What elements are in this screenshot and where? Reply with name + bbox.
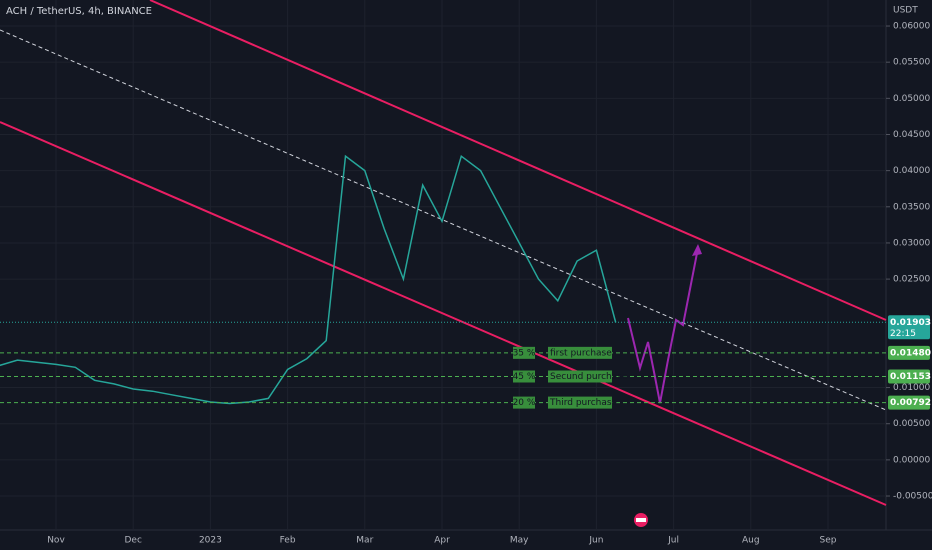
y-tick-label: 0.00500	[893, 419, 930, 429]
percent-box	[513, 370, 535, 383]
x-tick-label: Feb	[280, 536, 296, 546]
y-tick-label: 0.04500	[893, 130, 930, 140]
level-percent: 35 %	[513, 348, 536, 358]
last-price: 0.01903	[890, 318, 931, 328]
y-tick-label: 0.01000	[893, 383, 930, 393]
name-box	[548, 346, 612, 359]
channel-lower	[0, 121, 887, 506]
level-price-box	[888, 369, 930, 384]
level-price: 0.01153	[890, 372, 931, 382]
y-tick-label: 0.00000	[893, 455, 930, 465]
level-percent: 45 %	[513, 372, 536, 382]
x-tick-label: Jul	[667, 536, 679, 546]
x-tick-label: Jun	[588, 536, 603, 546]
axis-unit: USDT	[893, 6, 918, 16]
name-box	[548, 396, 612, 409]
projection-arrow	[692, 244, 702, 256]
level-price: 0.00792	[890, 398, 931, 408]
name-box	[548, 370, 612, 383]
channel-upper	[149, 0, 887, 321]
x-tick-label: May	[510, 536, 529, 546]
y-tick-label: 0.03000	[893, 238, 930, 248]
y-tick-label: 0.04000	[893, 166, 930, 176]
level-name: Third purchase	[549, 398, 618, 408]
x-tick-label: Apr	[434, 536, 450, 546]
x-tick-label: Aug	[742, 536, 760, 546]
level-price: 0.01480	[890, 348, 931, 358]
price-line	[0, 154, 617, 405]
y-tick-label: 0.02500	[893, 275, 930, 285]
x-tick-label: Dec	[124, 536, 141, 546]
level-price-box	[888, 345, 930, 360]
y-tick-label: 0.05500	[893, 58, 930, 68]
icon	[634, 513, 648, 527]
y-tick-label: -0.00500	[893, 492, 932, 502]
level-price-box	[888, 395, 930, 410]
level-name: first purchase	[550, 348, 612, 358]
level-percent: 20 %	[513, 398, 536, 408]
chart-title: ACH / TetherUS, 4h, BINANCE	[6, 6, 152, 17]
x-tick-label: Sep	[820, 536, 837, 546]
x-tick-label: Mar	[356, 536, 373, 546]
percent-box	[513, 396, 535, 409]
y-tick-label: 0.06000	[893, 22, 930, 32]
last-price-box	[888, 315, 930, 340]
y-tick-label: 0.05000	[893, 94, 930, 104]
countdown: 22:15	[890, 329, 916, 339]
y-tick-label: 0.03500	[893, 202, 930, 212]
x-tick-label: 2023	[199, 536, 222, 546]
level-name: Secund purchase	[550, 372, 628, 382]
x-tick-label: Nov	[47, 536, 65, 546]
grid	[0, 0, 886, 530]
percent-box	[513, 346, 535, 359]
